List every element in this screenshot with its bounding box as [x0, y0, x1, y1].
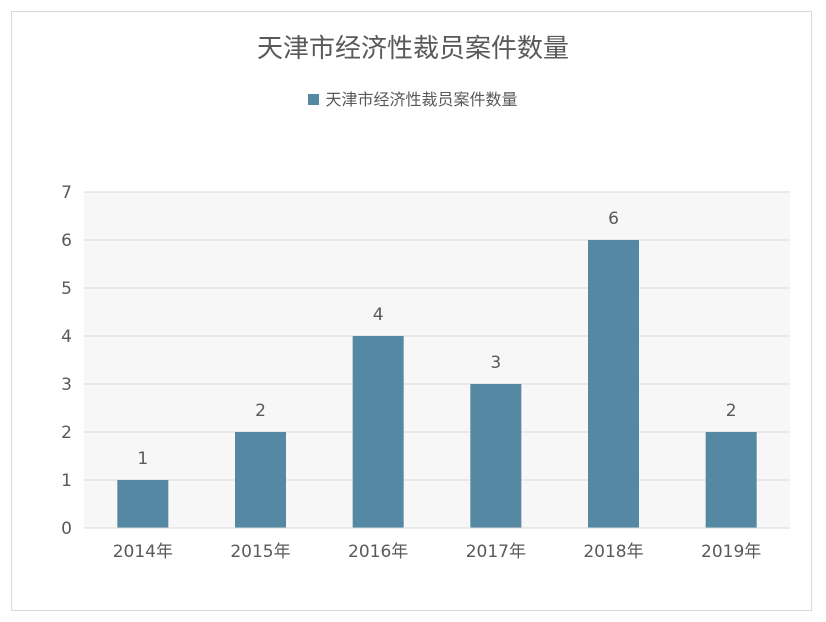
y-tick-label: 4	[61, 327, 72, 347]
data-label: 3	[490, 353, 501, 373]
bar	[588, 240, 639, 528]
legend-label: 天津市经济性裁员案件数量	[325, 90, 518, 109]
data-label: 2	[255, 401, 266, 421]
x-tick-label: 2014年	[113, 542, 173, 562]
y-tick-label: 0	[61, 519, 72, 539]
legend: 天津市经济性裁员案件数量	[0, 86, 826, 110]
y-tick-label: 3	[61, 375, 72, 395]
x-tick-label: 2017年	[466, 542, 526, 562]
bar	[235, 432, 286, 528]
x-tick-label: 2015年	[230, 542, 290, 562]
x-tick-label: 2018年	[583, 542, 643, 562]
bar	[117, 480, 169, 528]
bar	[470, 384, 522, 528]
bar	[705, 432, 757, 528]
x-tick-label: 2019年	[701, 542, 761, 562]
chart-title: 天津市经济性裁员案件数量	[256, 34, 569, 64]
data-label: 6	[608, 209, 619, 229]
y-tick-label: 5	[61, 279, 72, 299]
data-label: 4	[373, 305, 384, 325]
bar	[352, 336, 404, 528]
data-label: 1	[137, 449, 148, 469]
x-tick-label: 2016年	[348, 542, 408, 562]
y-tick-label: 2	[61, 423, 72, 443]
y-tick-label: 1	[61, 471, 72, 491]
y-tick-label: 6	[61, 231, 72, 251]
plot-area	[84, 192, 790, 528]
y-tick-label: 7	[61, 183, 72, 203]
data-label: 2	[726, 401, 737, 421]
legend-swatch	[308, 94, 320, 105]
